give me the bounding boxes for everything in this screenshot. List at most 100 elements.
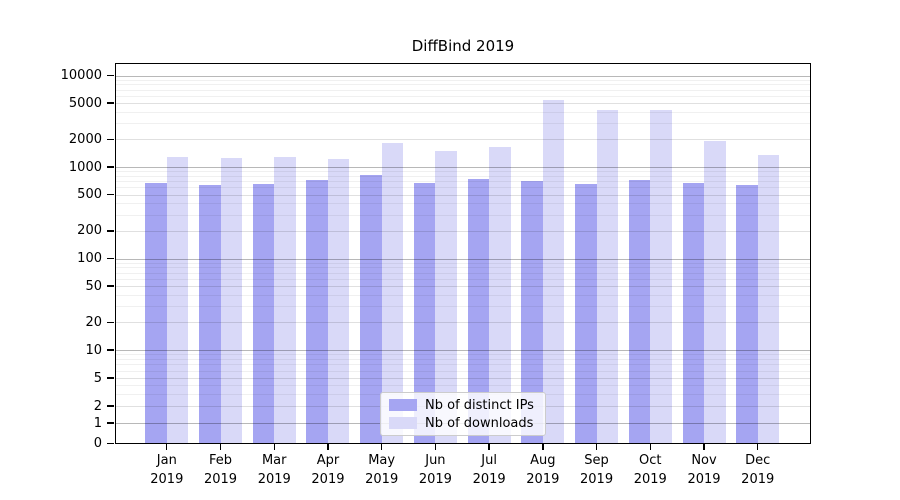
x-tick-label-sep: Sep 2019	[580, 453, 614, 487]
bar-downloads-aug	[542, 99, 565, 444]
bar-distinct-ips-may	[360, 174, 382, 444]
y-tick-10000	[107, 74, 114, 77]
y-tick-500	[107, 193, 114, 196]
gridline-7000	[115, 89, 811, 91]
gridline-800	[115, 175, 811, 177]
bar-distinct-ips-apr	[306, 180, 328, 444]
gridline-7	[115, 364, 811, 366]
gridline-4000	[115, 111, 811, 113]
y-tick-label-100: 100	[77, 251, 102, 266]
x-tick-label-apr: Apr 2019	[311, 453, 345, 487]
x-tick-jun	[434, 444, 437, 450]
y-tick-label-5: 5	[93, 370, 102, 386]
bar-downloads-apr	[327, 159, 350, 444]
x-tick-label-jan: Jan 2019	[150, 453, 184, 487]
y-tick-label-5000: 5000	[68, 95, 102, 111]
bar-downloads-nov	[704, 140, 726, 444]
y-tick-50	[107, 285, 114, 287]
y-tick-2	[107, 405, 114, 407]
gridline-2000	[115, 139, 811, 141]
legend-swatch-distinct-ips	[389, 399, 417, 411]
y-tick-label-1000: 1000	[68, 159, 102, 175]
x-tick-label-jun: Jun 2019	[418, 453, 452, 487]
y-tick-label-20: 20	[85, 314, 102, 330]
gridline-1000	[115, 167, 811, 168]
gridline-8000	[115, 84, 811, 86]
bar-distinct-ips-mar	[252, 183, 275, 444]
x-tick-label-mar: Mar 2019	[257, 453, 291, 487]
gridline-90	[115, 262, 811, 264]
x-tick-label-feb: Feb 2019	[203, 453, 238, 487]
y-tick-label-200: 200	[77, 223, 102, 239]
gridline-200	[115, 230, 811, 232]
gridline-60	[115, 278, 811, 280]
legend-label-downloads: Nb of downloads	[425, 415, 534, 431]
legend-item-downloads: Nb of downloads	[381, 416, 545, 431]
bar-downloads-jan	[166, 157, 189, 444]
x-tick-jan	[166, 444, 168, 450]
bar-downloads-mar	[274, 156, 296, 444]
gridline-30	[115, 306, 811, 308]
bar-distinct-ips-jan	[145, 182, 167, 444]
gridline-50	[115, 286, 811, 288]
legend: Nb of distinct IPs Nb of downloads	[380, 392, 546, 436]
x-tick-label-dec: Dec 2019	[741, 453, 775, 487]
bar-distinct-ips-jun	[413, 183, 436, 444]
gridline-5000	[115, 103, 811, 105]
gridline-9000	[115, 79, 811, 81]
gridline-10	[115, 350, 811, 351]
gridline-400	[115, 203, 811, 205]
bar-distinct-ips-feb	[199, 184, 221, 444]
gridline-20	[115, 322, 811, 324]
gridline-4	[115, 384, 811, 386]
gridline-40	[115, 294, 811, 296]
y-tick-label-10: 10	[85, 342, 102, 358]
x-tick-label-nov: Nov 2019	[687, 453, 721, 487]
gridline-6	[115, 370, 811, 372]
gridline-900	[115, 171, 811, 173]
legend-swatch-downloads	[389, 417, 417, 429]
bar-downloads-feb	[220, 158, 243, 444]
y-tick-label-2000: 2000	[68, 131, 102, 147]
y-tick-5000	[107, 102, 114, 104]
y-tick-5	[107, 377, 114, 379]
y-tick-1	[107, 422, 114, 424]
x-tick-label-may: May 2019	[365, 453, 399, 487]
x-tick-nov	[703, 444, 705, 450]
bar-downloads-sep	[596, 109, 619, 444]
x-tick-label-oct: Oct 2019	[633, 453, 667, 487]
plot-area	[115, 63, 811, 444]
gridline-9	[115, 354, 811, 356]
chart-title: DiffBind 2019	[411, 37, 515, 55]
y-tick-label-500: 500	[77, 187, 102, 203]
y-tick-0	[107, 442, 114, 445]
y-tick-1000	[107, 166, 114, 168]
gridline-600	[115, 187, 811, 189]
x-tick-apr	[327, 444, 329, 450]
y-tick-2000	[107, 138, 114, 141]
gridline-6000	[115, 95, 811, 97]
x-tick-may	[380, 444, 383, 450]
x-tick-aug	[542, 444, 544, 450]
x-tick-jul	[488, 444, 490, 450]
bar-distinct-ips-aug	[521, 180, 543, 444]
gridline-80	[115, 267, 811, 269]
bar-downloads-oct	[650, 109, 672, 444]
gridline-8	[115, 359, 811, 360]
gridline-700	[115, 181, 811, 183]
bar-downloads-dec	[757, 155, 780, 444]
x-tick-dec	[757, 444, 759, 450]
y-tick-label-50: 50	[85, 278, 102, 294]
gridline-70	[115, 272, 811, 274]
x-tick-label-aug: Aug 2019	[526, 453, 560, 487]
bar-distinct-ips-oct	[628, 180, 651, 444]
gridline-500	[115, 194, 811, 196]
gridline-100	[115, 258, 811, 260]
x-tick-mar	[273, 444, 275, 450]
bar-distinct-ips-sep	[575, 183, 597, 444]
gridline-10000	[115, 75, 811, 77]
y-tick-label-1: 1	[93, 415, 102, 431]
gridline-5	[115, 378, 811, 379]
bar-downloads-jul	[489, 146, 511, 444]
x-tick-oct	[649, 444, 651, 450]
